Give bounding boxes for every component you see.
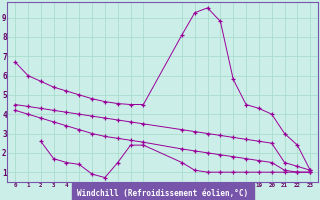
X-axis label: Windchill (Refroidissement éolien,°C): Windchill (Refroidissement éolien,°C) (77, 189, 248, 198)
